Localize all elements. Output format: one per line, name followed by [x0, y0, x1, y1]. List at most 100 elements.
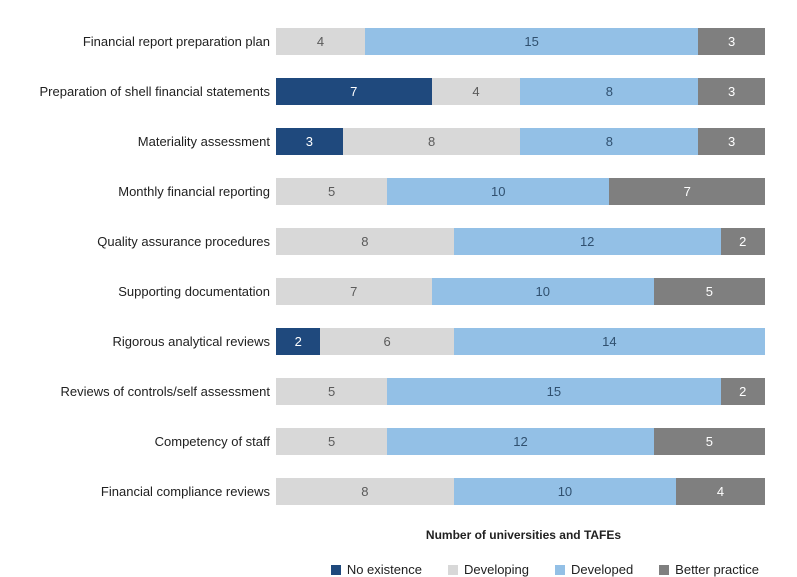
row-label: Quality assurance procedures — [14, 234, 276, 249]
legend-label: Better practice — [675, 562, 759, 577]
bar-segment-value: 2 — [739, 384, 746, 399]
legend-item-developing: Developing — [448, 562, 529, 577]
legend-label: No existence — [347, 562, 422, 577]
bar-segment-value: 3 — [728, 134, 735, 149]
bar-segment-value: 2 — [295, 334, 302, 349]
bar-segment-developed: 15 — [387, 378, 720, 405]
chart-legend: No existence Developing Developed Better pr… — [14, 562, 765, 577]
bar-segment-no-existence: 2 — [276, 328, 320, 355]
bar-segment-developed: 10 — [432, 278, 654, 305]
chart-row: Quality assurance procedures 8 12 2 — [14, 220, 765, 263]
legend-swatch — [555, 565, 565, 575]
bar-segment-developing: 4 — [276, 28, 365, 55]
bar-segment-value: 15 — [524, 34, 538, 49]
bar-segment-value: 4 — [472, 84, 479, 99]
bar-track: 5 10 7 — [276, 178, 765, 205]
bar-segment-better-practice: 2 — [721, 378, 765, 405]
bar-segment-developed: 15 — [365, 28, 698, 55]
bar-segment-value: 8 — [361, 234, 368, 249]
chart-row: Supporting documentation7 10 5 — [14, 270, 765, 313]
bar-segment-developing: 6 — [320, 328, 453, 355]
bar-track: 2 6 14 — [276, 328, 765, 355]
legend-swatch — [331, 565, 341, 575]
bar-segment-value: 4 — [317, 34, 324, 49]
chart-rows: Financial report preparation plan 4 15 3 Pre… — [14, 20, 765, 520]
bar-track: 7 4 8 3 — [276, 78, 765, 105]
bar-segment-value: 2 — [739, 234, 746, 249]
bar-track: 8 10 4 — [276, 478, 765, 505]
legend-item-developed: Developed — [555, 562, 633, 577]
bar-segment-value: 10 — [535, 284, 549, 299]
chart-footer: Number of universities and TAFEs No exis… — [14, 528, 765, 577]
bar-segment-developed: 8 — [520, 78, 698, 105]
x-axis-title: Number of universities and TAFEs — [282, 528, 765, 542]
bar-segment-better-practice: 3 — [698, 78, 765, 105]
bar-segment-better-practice: 3 — [698, 28, 765, 55]
bar-segment-value: 10 — [491, 184, 505, 199]
bar-segment-value: 5 — [328, 384, 335, 399]
bar-segment-no-existence: 7 — [276, 78, 432, 105]
legend-swatch — [448, 565, 458, 575]
row-label: Financial report preparation plan — [14, 34, 276, 49]
chart-row: Preparation of shell financial statement… — [14, 70, 765, 113]
bar-segment-value: 3 — [306, 134, 313, 149]
bar-segment-better-practice: 4 — [676, 478, 765, 505]
chart-row: Financial report preparation plan 4 15 3 — [14, 20, 765, 63]
bar-segment-value: 6 — [384, 334, 391, 349]
bar-segment-value: 8 — [606, 84, 613, 99]
bar-segment-value: 7 — [350, 84, 357, 99]
row-label: Rigorous analytical reviews — [14, 334, 276, 349]
stacked-bar-chart: Financial report preparation plan 4 15 3 Pre… — [0, 0, 797, 545]
bar-track: 3 8 8 3 — [276, 128, 765, 155]
bar-track: 7 10 5 — [276, 278, 765, 305]
bar-segment-developed: 12 — [387, 428, 654, 455]
bar-segment-value: 8 — [361, 484, 368, 499]
bar-segment-developed: 10 — [387, 178, 609, 205]
row-label: Reviews of controls/self assessment — [14, 384, 276, 399]
row-label: Preparation of shell financial statement… — [14, 84, 276, 99]
bar-segment-value: 8 — [428, 134, 435, 149]
bar-segment-value: 5 — [328, 434, 335, 449]
bar-segment-value: 15 — [547, 384, 561, 399]
bar-segment-better-practice: 7 — [609, 178, 765, 205]
bar-segment-value: 14 — [602, 334, 616, 349]
bar-segment-developing: 5 — [276, 428, 387, 455]
bar-track: 4 15 3 — [276, 28, 765, 55]
bar-segment-developing: 8 — [276, 478, 454, 505]
bar-segment-developed: 10 — [454, 478, 676, 505]
chart-row: Financial compliance reviews8104 — [14, 470, 765, 513]
bar-segment-value: 5 — [706, 434, 713, 449]
bar-segment-developing: 5 — [276, 178, 387, 205]
chart-row: Materiality assessment 3 8 8 3 — [14, 120, 765, 163]
bar-segment-better-practice: 5 — [654, 428, 765, 455]
chart-row: Rigorous analytical reviews 2 6 14 — [14, 320, 765, 363]
bar-segment-value: 3 — [728, 84, 735, 99]
bar-segment-value: 10 — [558, 484, 572, 499]
bar-segment-value: 8 — [606, 134, 613, 149]
bar-segment-value: 12 — [513, 434, 527, 449]
legend-swatch — [659, 565, 669, 575]
row-label: Supporting documentation — [14, 284, 276, 299]
chart-row: Monthly financial reporting5107 — [14, 170, 765, 213]
bar-segment-developed: 12 — [454, 228, 721, 255]
bar-segment-developing: 7 — [276, 278, 432, 305]
bar-segment-developing: 4 — [432, 78, 521, 105]
bar-segment-better-practice: 3 — [698, 128, 765, 155]
legend-item-no-existence: No existence — [331, 562, 422, 577]
row-label: Materiality assessment — [14, 134, 276, 149]
bar-segment-developing: 5 — [276, 378, 387, 405]
bar-track: 5 12 5 — [276, 428, 765, 455]
bar-segment-no-existence: 3 — [276, 128, 343, 155]
bar-segment-developed: 14 — [454, 328, 765, 355]
bar-track: 8 12 2 — [276, 228, 765, 255]
bar-segment-developing: 8 — [276, 228, 454, 255]
bar-segment-value: 5 — [706, 284, 713, 299]
bar-segment-value: 3 — [728, 34, 735, 49]
legend-label: Developing — [464, 562, 529, 577]
legend-item-better-practice: Better practice — [659, 562, 759, 577]
chart-row: Competency of staff 5 12 5 — [14, 420, 765, 463]
chart-row: Reviews of controls/self assessment 5 15 2 — [14, 370, 765, 413]
row-label: Competency of staff — [14, 434, 276, 449]
bar-segment-developed: 8 — [520, 128, 698, 155]
bar-segment-value: 7 — [684, 184, 691, 199]
